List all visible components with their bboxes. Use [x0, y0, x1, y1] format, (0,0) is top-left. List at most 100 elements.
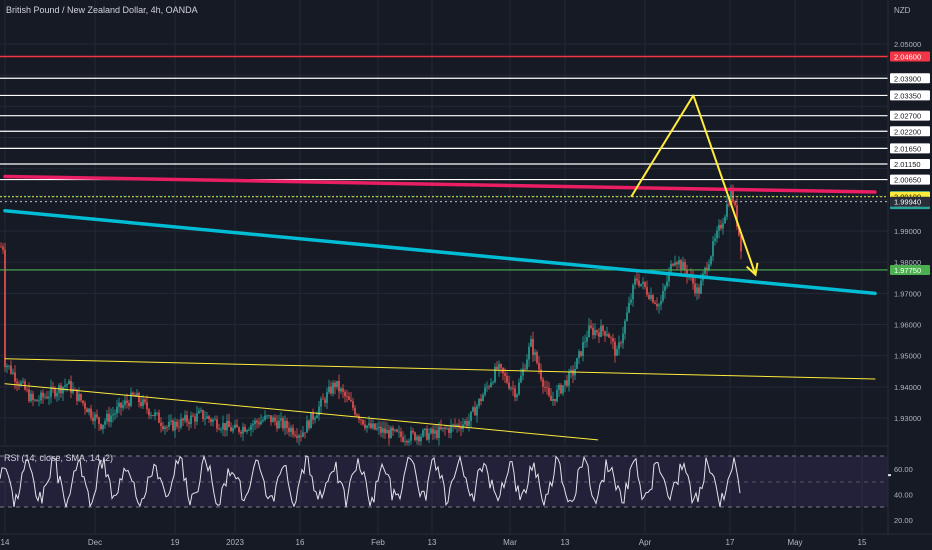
level-price-label-bg[interactable] [890, 73, 930, 84]
candle-body [110, 415, 112, 422]
candle-body [250, 425, 252, 430]
price-axis-labels[interactable]: 2.04600 2.03900 2.03350 2.02700 2.02200 2.016… [890, 51, 930, 275]
dotted-level-price-label[interactable]: 1.99940 [894, 198, 921, 207]
chart-title[interactable]: British Pound / New Zealand Dollar, 4h, … [6, 5, 198, 15]
candle-body [174, 421, 176, 431]
candle-body [152, 415, 154, 416]
projection-path[interactable] [630, 94, 757, 275]
candle-body [362, 419, 364, 425]
trendlines[interactable] [3, 174, 877, 441]
candle-body [244, 426, 246, 432]
candle-body [392, 427, 394, 431]
rsi-tick-label: 60.00 [894, 465, 913, 474]
candle-body [206, 416, 208, 419]
candle-body [196, 413, 198, 422]
candle-body [236, 424, 238, 428]
level-price-label-bg[interactable] [890, 110, 930, 121]
time-axis-labels[interactable]: 14 Dec 19 2023 16 Feb 13 Mar 13 Apr 17 May 15 [1, 538, 867, 547]
level-price-label[interactable]: 2.01150 [894, 160, 921, 169]
candle-body [514, 388, 516, 398]
level-price-label[interactable]: 2.03900 [894, 74, 921, 83]
candle-body [412, 430, 414, 433]
dotted-level-price-label-bg[interactable] [890, 196, 930, 207]
candle-body [354, 407, 356, 415]
candle-body [12, 372, 14, 374]
pink-trendline[interactable] [3, 174, 877, 194]
candle-body [364, 424, 366, 429]
candle-body [464, 420, 466, 425]
candle-body [578, 351, 580, 358]
time-axis-label: Apr [639, 538, 652, 547]
candle-body [538, 362, 540, 370]
candle-body [336, 380, 338, 388]
level-price-label-bg[interactable] [890, 90, 930, 101]
candle-body [556, 389, 558, 402]
candle-body [22, 381, 24, 383]
candle-body [50, 386, 52, 397]
yellow-upper-trendline[interactable] [4, 358, 876, 380]
level-price-label[interactable]: 2.02200 [894, 127, 921, 136]
candle-body [278, 420, 280, 429]
price-tick-label: 1.96000 [894, 321, 921, 330]
candle-body [220, 429, 222, 431]
level-price-label-bg[interactable] [890, 158, 930, 169]
level-price-label-bg[interactable] [890, 143, 930, 154]
level-price-label[interactable]: 2.02700 [894, 112, 921, 121]
level-price-label[interactable]: 2.03350 [894, 91, 921, 100]
projection-drawing[interactable] [630, 94, 759, 277]
candle-body [162, 425, 164, 430]
resistance-price-label-bg[interactable] [890, 51, 930, 62]
candle-body [726, 204, 728, 217]
candle-body [144, 399, 146, 403]
candle-body [316, 415, 318, 419]
candle-body [286, 420, 288, 428]
candle-body [410, 430, 412, 441]
candle-body [448, 428, 450, 433]
candle-body [374, 423, 376, 430]
candle-body [708, 264, 710, 271]
yellow-lower-trendline[interactable] [4, 383, 599, 441]
level-price-label-bg[interactable] [890, 126, 930, 137]
candle-body [562, 385, 564, 394]
candle-body [54, 388, 56, 397]
candle-body [128, 402, 130, 407]
candle-body [4, 249, 6, 368]
candle-body [566, 380, 568, 386]
candle-body [724, 216, 726, 224]
rsi-label[interactable]: RSI (14, close, SMA, 14, 2) [4, 453, 113, 463]
candle-body [124, 400, 126, 405]
candle-body [328, 386, 330, 393]
candle-body [558, 384, 560, 390]
candle-body [326, 392, 328, 403]
candle-body [106, 413, 108, 422]
cyan-trendline[interactable] [3, 208, 877, 296]
support-price-label-bg[interactable] [890, 264, 930, 275]
level-price-label-bg[interactable] [890, 174, 930, 185]
candle-body [296, 435, 298, 438]
candle-body [44, 396, 46, 398]
candle-body [16, 381, 18, 384]
candle-body [414, 432, 416, 441]
candle-body [368, 423, 370, 426]
candle-body [214, 419, 216, 421]
candle-body [734, 201, 736, 206]
candle-body [644, 281, 646, 288]
candle-body [400, 431, 402, 437]
candle-body [426, 428, 428, 440]
resistance-price-label[interactable]: 2.04600 [894, 52, 921, 61]
level-price-label[interactable]: 2.00650 [894, 176, 921, 185]
candle-body [332, 382, 334, 394]
candle-body [146, 402, 148, 410]
support-price-label[interactable]: 1.97750 [894, 266, 921, 275]
candle-body [370, 423, 372, 429]
horizontal-levels[interactable] [0, 55, 888, 271]
candle-body [590, 325, 592, 328]
candle-body [222, 423, 224, 430]
candle-body [36, 399, 38, 402]
rsi-line [0, 454, 741, 508]
time-axis-label: 2023 [226, 538, 244, 547]
level-price-label[interactable]: 2.01650 [894, 144, 921, 153]
candle-body [704, 267, 706, 274]
